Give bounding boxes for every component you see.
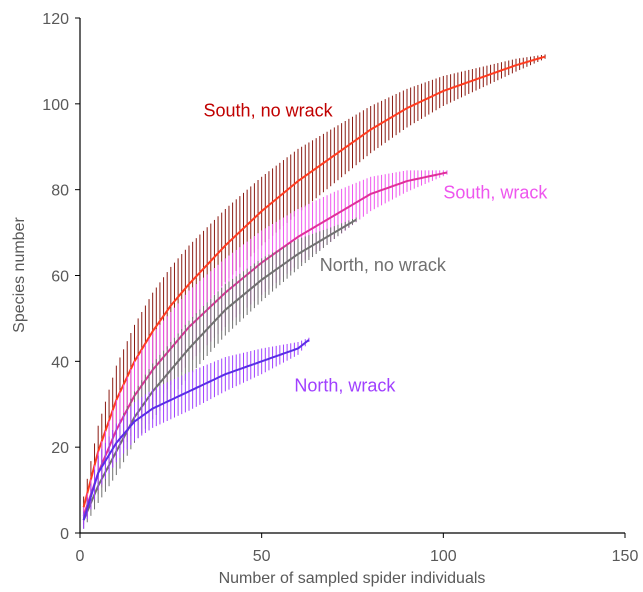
y-tick-label: 80 <box>51 183 69 200</box>
series-label: South, wrack <box>443 182 548 202</box>
series-labels: South, no wrack South, wrack North, no wra… <box>204 101 549 396</box>
y-tick-label: 100 <box>42 97 69 114</box>
axes: 0 20 40 60 80 100 120 0 50 100 150 <box>42 11 638 565</box>
y-tick-label: 40 <box>51 354 69 371</box>
y-tick-label: 20 <box>51 440 69 457</box>
x-axis-title: Number of sampled spider individuals <box>219 570 486 587</box>
x-tick-label: 100 <box>430 548 457 565</box>
x-tick-label: 150 <box>612 548 639 565</box>
series-south-no-wrack <box>84 54 545 518</box>
y-tick-label: 60 <box>51 269 69 286</box>
y-tick-label: 0 <box>60 526 69 543</box>
error-bars <box>84 218 357 529</box>
y-tick-label: 120 <box>42 11 69 28</box>
series-label: North, wrack <box>294 375 396 395</box>
series-line <box>84 57 545 508</box>
x-tick-label: 0 <box>76 548 85 565</box>
series-line <box>84 220 357 520</box>
x-tick-label: 50 <box>253 548 271 565</box>
plot-area <box>84 54 545 528</box>
error-bars <box>84 54 545 518</box>
y-axis-title: Species number <box>11 217 28 333</box>
series-north-no-wrack <box>84 218 357 529</box>
series-label: North, no wrack <box>320 255 447 275</box>
series-label: South, no wrack <box>204 101 334 121</box>
